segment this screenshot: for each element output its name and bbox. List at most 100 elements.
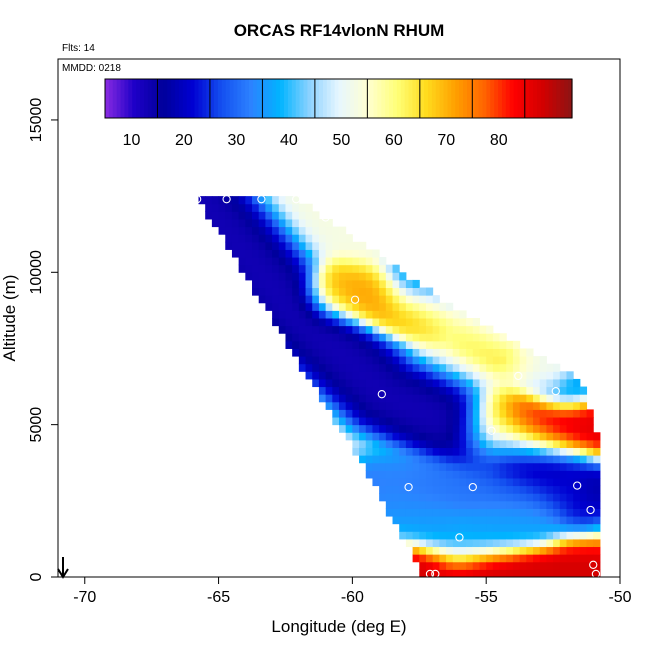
heatmap-cell (579, 554, 588, 563)
heatmap-cell (472, 417, 480, 426)
heatmap-cell (385, 386, 394, 395)
heatmap-cell (332, 386, 340, 395)
x-tick-label: -70 (73, 589, 96, 606)
heatmap-cell (432, 569, 440, 578)
heatmap-cell (392, 455, 400, 464)
heatmap-cell (479, 378, 487, 388)
colorbar-tick-label: 70 (437, 132, 455, 149)
heatmap-cell (252, 249, 260, 258)
heatmap-cell (285, 241, 293, 250)
heatmap-cell (352, 333, 360, 342)
heatmap-cell (432, 493, 440, 502)
heatmap-cell (332, 340, 340, 349)
heatmap-cell (298, 279, 307, 289)
heatmap-cell (492, 432, 501, 441)
heatmap-cell (305, 257, 313, 266)
heatmap-cell (425, 302, 434, 311)
colorbar-swatch (175, 79, 180, 118)
heatmap-cell (372, 310, 380, 319)
heatmap-cell (479, 516, 487, 525)
heatmap-cell (499, 516, 507, 525)
heatmap-cell (305, 234, 313, 243)
flight-point (514, 371, 523, 381)
heatmap-cell (539, 516, 547, 525)
heatmap-cell (559, 508, 567, 517)
heatmap-cell (586, 531, 594, 540)
heatmap-cell (566, 401, 574, 410)
heatmap-cell (512, 462, 521, 471)
heatmap-cell (492, 363, 501, 372)
heatmap-cell (452, 508, 460, 517)
colorbar-swatch (525, 79, 530, 118)
heatmap-cell (312, 363, 320, 372)
heatmap-cell (452, 516, 460, 525)
heatmap-cell (539, 477, 547, 487)
heatmap-cell (365, 447, 373, 456)
heatmap-cell (285, 287, 293, 296)
heatmap-cell (405, 401, 414, 410)
heatmap-cell (372, 279, 380, 289)
heatmap-cell (258, 226, 266, 235)
heatmap-cell (459, 340, 467, 349)
heatmap-cell (486, 538, 494, 548)
heatmap-cell (425, 340, 434, 349)
heatmap-cell (546, 531, 554, 540)
heatmap-cell (425, 295, 434, 304)
heatmap-cell (285, 310, 293, 319)
heatmap-cell (345, 310, 353, 319)
heatmap-cell (379, 477, 387, 487)
heatmap-cell (419, 386, 427, 395)
heatmap-cell (466, 477, 474, 487)
heatmap-cell (392, 356, 400, 365)
heatmap-cell (573, 439, 581, 448)
heatmap-cell (492, 424, 501, 433)
heatmap-cell (479, 470, 487, 479)
heatmap-cell (492, 333, 501, 342)
heatmap-cell (399, 477, 407, 487)
heatmap-cell (385, 394, 394, 403)
heatmap-cell (285, 203, 293, 212)
heatmap-cell (425, 561, 434, 570)
heatmap-cell (553, 371, 561, 380)
heatmap-cell (379, 325, 387, 334)
heatmap-cell (553, 455, 561, 464)
heatmap-cell (566, 417, 574, 426)
heatmap-cell (586, 485, 594, 494)
heatmap-cell (305, 218, 313, 228)
heatmap-cell (285, 279, 293, 289)
heatmap-cell (399, 378, 407, 388)
heatmap-cell (579, 477, 588, 487)
heatmap-cell (339, 257, 347, 266)
heatmap-cell (405, 485, 414, 494)
heatmap-cell (452, 424, 460, 433)
heatmap-cell (318, 371, 327, 380)
heatmap-cell (519, 470, 527, 479)
heatmap-cell (332, 302, 340, 311)
heatmap-cell (419, 287, 427, 296)
heatmap-cell (452, 538, 460, 548)
heatmap-cell (432, 363, 440, 372)
heatmap-cell (499, 554, 507, 563)
heatmap-cell (479, 417, 487, 426)
heatmap-cell (526, 508, 534, 517)
heatmap-cell (198, 196, 206, 205)
heatmap-cell (466, 378, 474, 388)
heatmap-cell (499, 409, 507, 418)
colorbar-swatch (210, 79, 215, 118)
y-axis-label: Altitude (m) (0, 275, 19, 362)
heatmap-cell (479, 569, 487, 578)
heatmap-cell (459, 424, 467, 433)
heatmap-cell (345, 424, 353, 433)
heatmap-cell (459, 508, 467, 517)
heatmap-cell (385, 318, 394, 327)
heatmap-cell (546, 455, 554, 464)
heatmap-cell (305, 249, 313, 258)
heatmap-cell (553, 561, 561, 570)
heatmap-cell (425, 386, 434, 395)
heatmap-cell (593, 439, 601, 448)
heatmap-cell (332, 356, 340, 365)
heatmap-cell (553, 462, 561, 471)
heatmap-cell (492, 538, 501, 548)
heatmap-cell (452, 409, 460, 418)
heatmap-cell (459, 470, 467, 479)
